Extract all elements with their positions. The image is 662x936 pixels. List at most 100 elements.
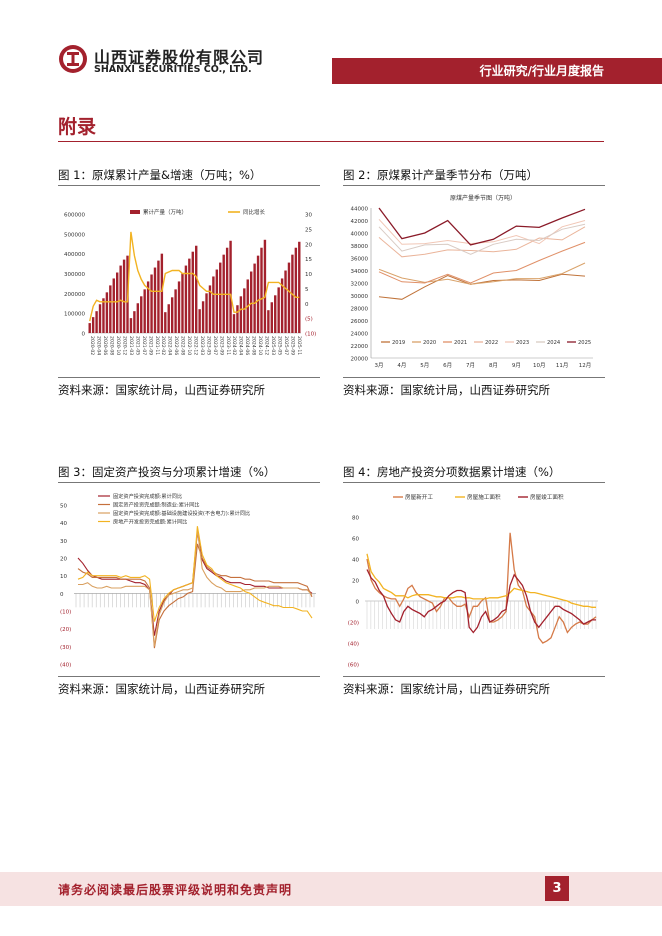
chart-1-bar bbox=[146, 281, 150, 333]
chart-1-bar bbox=[243, 288, 246, 333]
chart-2-legend-label: 2021 bbox=[454, 340, 467, 346]
chart-4-y-tick-label: (60) bbox=[348, 663, 359, 669]
chart-1-y-tick-label: 200000 bbox=[64, 292, 85, 298]
chart-1-bar bbox=[270, 302, 274, 333]
chart-1-bar bbox=[105, 292, 109, 333]
company-name-en: SHANXI SECURITIES CO., LTD. bbox=[94, 64, 252, 75]
chart-1-x-tick-label: 2020-06 bbox=[102, 336, 108, 355]
figure-3-title-rule bbox=[58, 482, 320, 483]
chart-1-y2-tick-label: 20 bbox=[305, 242, 312, 248]
chart-1-bar bbox=[170, 297, 174, 333]
chart-1-x-tick-label: 2020-02 bbox=[89, 336, 95, 355]
chart-3-legend-label: 房地产开发投资完成额:累计同比 bbox=[113, 518, 187, 526]
chart-1-bar bbox=[274, 295, 277, 333]
page-header: 山西证券股份有限公司 SHANXI SECURITIES CO., LTD. 行… bbox=[0, 0, 662, 90]
chart-1-x-tick-label: 2022-04 bbox=[167, 336, 173, 355]
chart-3-y-tick-label: 30 bbox=[60, 539, 67, 545]
chart-1-x-tick-label: 2023-03 bbox=[199, 336, 205, 355]
chart-2-legend-label: 2025 bbox=[578, 340, 591, 346]
chart-1-bar bbox=[91, 317, 95, 333]
chart-1-bar bbox=[140, 296, 143, 333]
chart-4-y-tick-label: (40) bbox=[348, 642, 359, 648]
chart-1-y2-tick-label: 30 bbox=[305, 213, 312, 219]
chart-1-bar bbox=[122, 259, 126, 333]
chart-1-x-tick-label: 2022-06 bbox=[173, 336, 179, 355]
chart-1-legend-swatch-output bbox=[130, 210, 140, 214]
section-divider bbox=[58, 141, 604, 142]
chart-3-series-line bbox=[77, 543, 313, 649]
chart-1-bar bbox=[112, 278, 115, 333]
chart-3-y-tick-label: 50 bbox=[60, 504, 67, 510]
chart-1-x-tick-label: 2024-12 bbox=[264, 336, 270, 355]
chart-2-x-tick-label: 3月 bbox=[375, 362, 384, 369]
chart-1-y-tick-label: 400000 bbox=[64, 252, 85, 258]
chart-1-x-tick-label: 2025-11 bbox=[296, 336, 302, 355]
chart-1-y2-tick-label: 15 bbox=[305, 257, 312, 263]
chart-3-y-tick-label: 0 bbox=[60, 592, 64, 598]
chart-2-seasonal-output: 原煤产量季节图（万吨） 20000 22000 24000 26000 28000 3000… bbox=[351, 194, 593, 369]
chart-1-bar bbox=[136, 303, 140, 333]
chart-1-bar bbox=[294, 247, 298, 333]
chart-2-title: 原煤产量季节图（万吨） bbox=[450, 194, 516, 202]
chart-1-bar bbox=[160, 253, 164, 333]
chart-1-bar bbox=[181, 273, 184, 333]
figure-3-source: 资料来源：国家统计局，山西证券研究所 bbox=[58, 682, 265, 696]
chart-2-y-tick-label: 44000 bbox=[351, 207, 369, 213]
chart-1-bar bbox=[98, 304, 102, 333]
chart-1-bar bbox=[115, 272, 119, 333]
chart-1-bar bbox=[201, 301, 205, 333]
chart-2-y-tick-label: 32000 bbox=[351, 282, 369, 288]
chart-1-x-tick-label: 2022-12 bbox=[193, 336, 199, 355]
chart-2-x-tick-label: 5月 bbox=[420, 362, 429, 369]
chart-1-x-tick-label: 2021-09 bbox=[147, 336, 153, 355]
chart-1-bar bbox=[267, 310, 270, 333]
figure-1-title-rule bbox=[58, 185, 320, 186]
chart-1-bar bbox=[188, 258, 191, 333]
chart-1-bar bbox=[177, 281, 181, 333]
chart-1-bar bbox=[225, 247, 229, 333]
chart-1-bar bbox=[263, 239, 267, 333]
chart-1-bar bbox=[253, 263, 256, 333]
chart-4-y-tick-label: 0 bbox=[356, 600, 360, 606]
chart-2-legend-label: 2022 bbox=[485, 340, 498, 346]
figure-1-source-rule bbox=[58, 377, 320, 378]
chart-3-fixed-asset-investment: (40) (30) (20) (10) 0 10 20 30 40 50 固定资产投资完成额:累计同… bbox=[60, 492, 316, 669]
chart-1-bar bbox=[256, 255, 260, 333]
page-number: 3 bbox=[545, 876, 569, 901]
chart-1-x-tick-label: 2025-05 bbox=[276, 336, 282, 355]
chart-4-legend-label: 房屋竣工面积 bbox=[530, 493, 564, 501]
chart-2-y-tick-label: 30000 bbox=[351, 294, 369, 300]
chart-1-x-tick-label: 2020-12 bbox=[122, 336, 128, 355]
chart-1-bar bbox=[232, 314, 236, 333]
chart-1-bar bbox=[184, 265, 188, 333]
chart-1-bar bbox=[215, 269, 219, 333]
chart-3-y-tick-label: (20) bbox=[60, 627, 71, 633]
chart-1-x-tick-label: 2023-07 bbox=[212, 336, 218, 355]
chart-1-bar bbox=[284, 270, 287, 333]
chart-1-x-tick-label: 2024-04 bbox=[238, 336, 244, 355]
chart-1-bar bbox=[164, 312, 167, 333]
chart-4-series-line bbox=[366, 569, 596, 634]
chart-3-legend-label: 固定资产投资完成额:累计同比 bbox=[113, 492, 182, 500]
chart-1-x-tick-label: 2024-02 bbox=[231, 336, 237, 355]
chart-2-y-tick-label: 24000 bbox=[351, 332, 369, 338]
chart-2-x-tick-label: 7月 bbox=[466, 362, 475, 369]
chart-1-bar bbox=[88, 323, 91, 333]
chart-1-y2-tick-label: 0 bbox=[305, 302, 309, 308]
chart-3-legend-label: 固定资产投资完成额:制造业:累计同比 bbox=[113, 501, 200, 509]
figure-3-source-rule bbox=[58, 676, 320, 677]
chart-3-series-line bbox=[77, 531, 313, 636]
chart-1-y2-tick-label: 25 bbox=[305, 227, 312, 233]
chart-2-x-tick-label: 8月 bbox=[489, 362, 498, 369]
chart-1-bar bbox=[95, 311, 98, 333]
chart-3-series-line bbox=[77, 526, 313, 622]
chart-1-bar bbox=[298, 241, 301, 333]
chart-1-bar bbox=[167, 304, 170, 333]
chart-3-y-tick-label: (40) bbox=[60, 663, 71, 669]
chart-4-legend-label: 房屋新开工 bbox=[405, 493, 433, 501]
figure-3-title: 图 3：固定资产投资与分项累计增速（%） bbox=[58, 465, 276, 479]
chart-2-series-line bbox=[378, 241, 586, 284]
chart-1-x-tick-label: 2023-09 bbox=[218, 336, 224, 355]
chart-4-y-tick-label: 40 bbox=[352, 558, 359, 564]
chart-2-legend-label: 2020 bbox=[423, 340, 436, 346]
